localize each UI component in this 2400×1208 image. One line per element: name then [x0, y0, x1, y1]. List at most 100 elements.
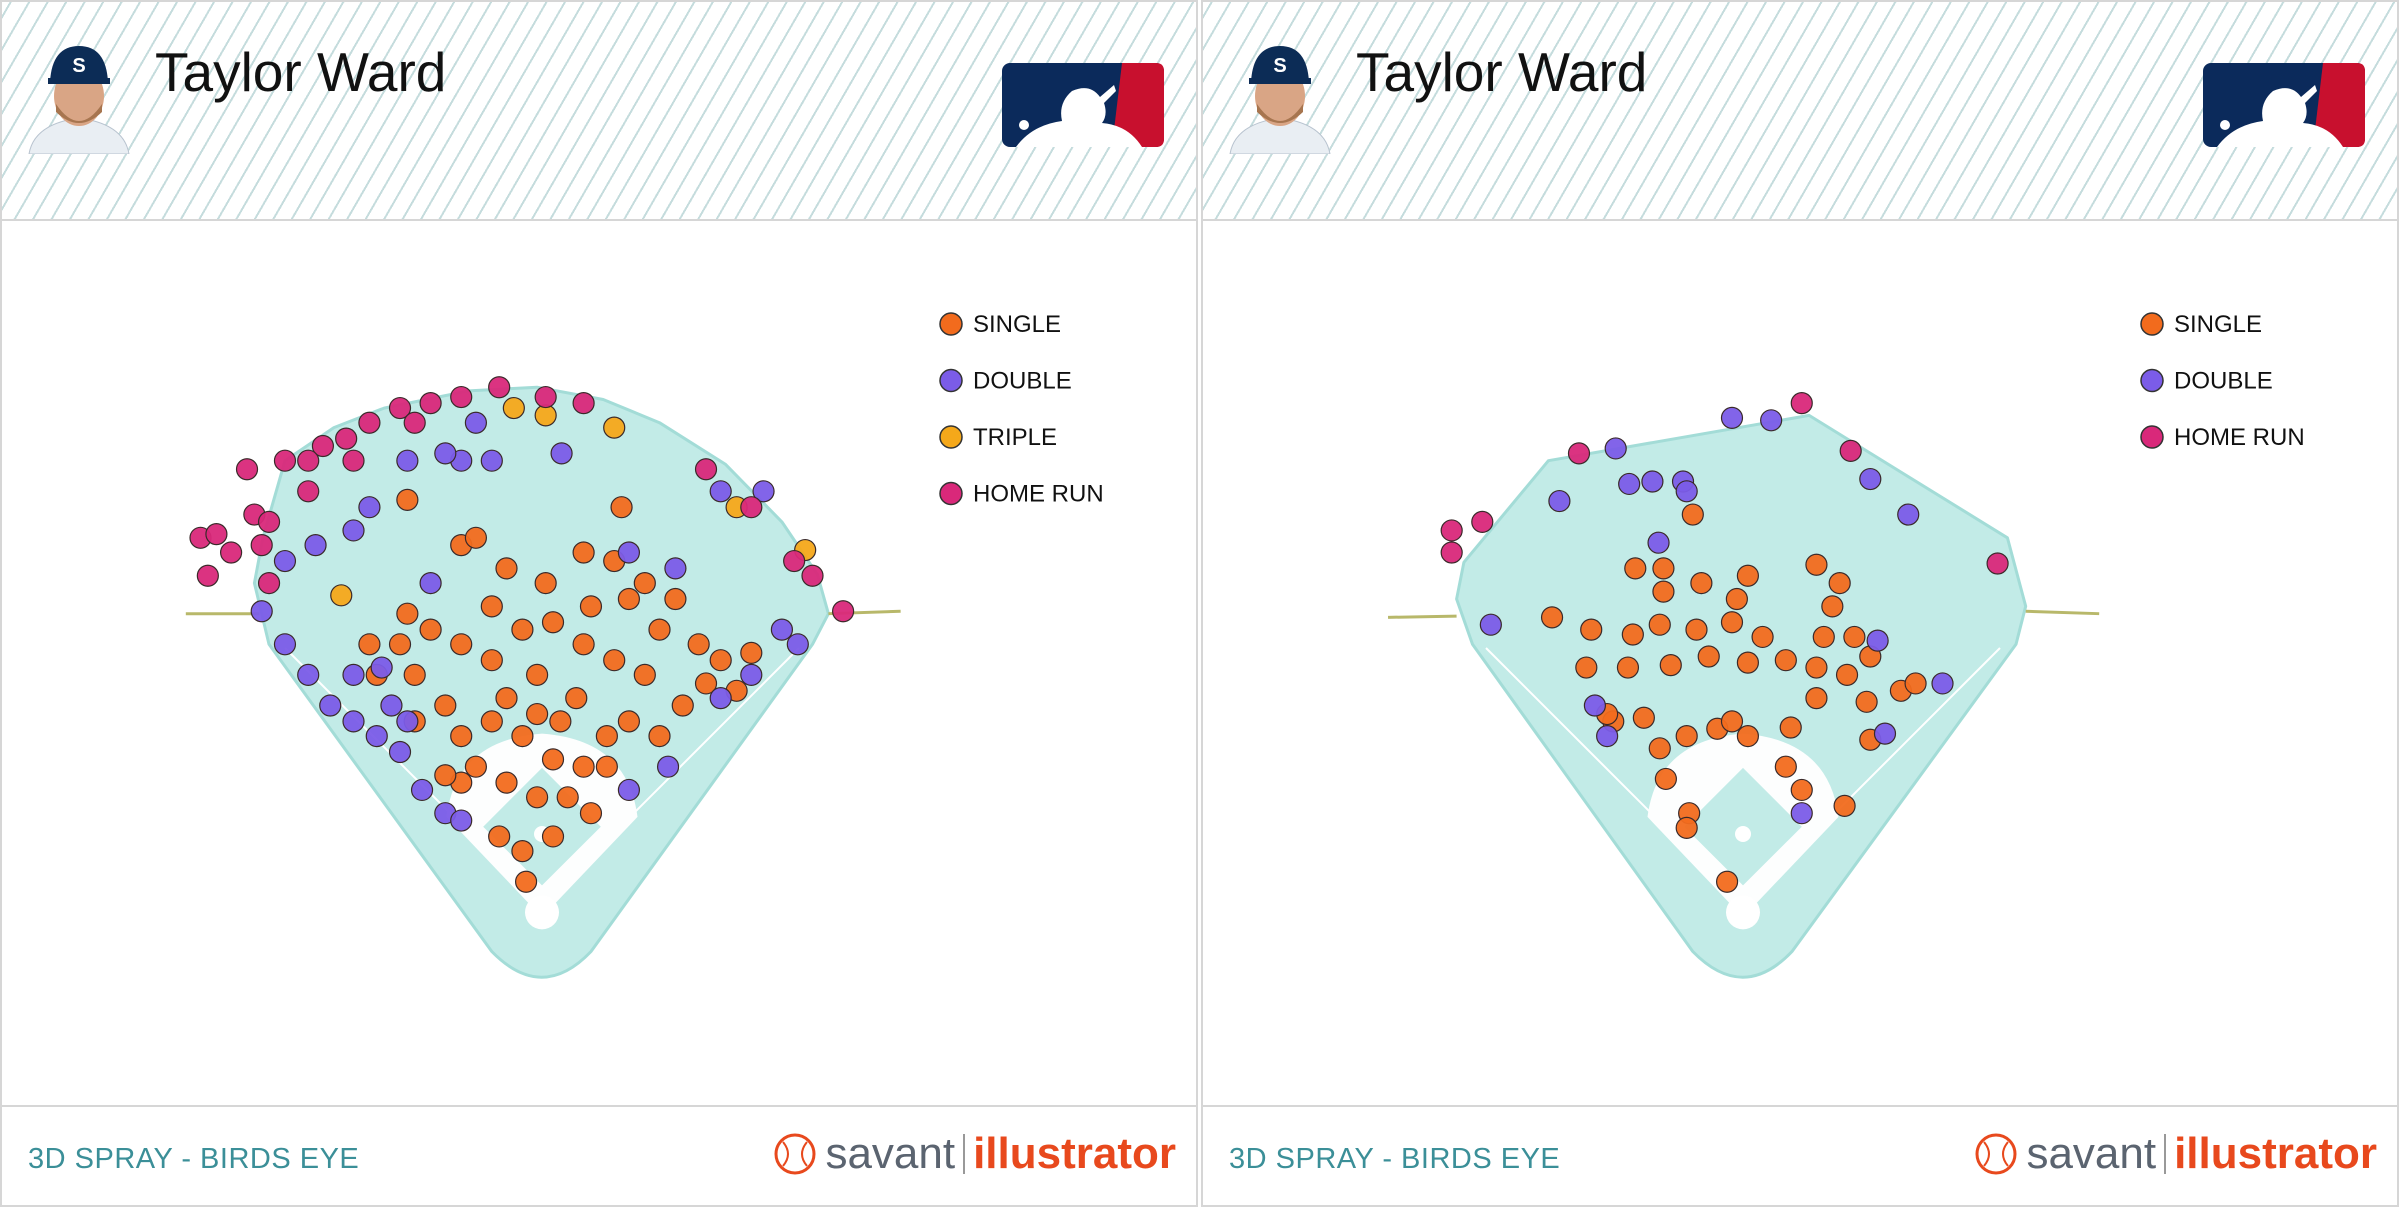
hit-dot	[358, 633, 381, 656]
hit-dot	[556, 786, 579, 809]
hit-dot	[1931, 672, 1954, 695]
hit-dot	[1647, 531, 1670, 554]
hit-dot	[342, 519, 365, 542]
legend-marker	[939, 425, 963, 449]
hit-dot	[196, 564, 219, 587]
hit-dot	[1812, 625, 1835, 649]
hit-dot	[1725, 587, 1748, 611]
hit-dot	[502, 396, 525, 420]
caption: 3D SPRAY - BIRDS EYE	[1229, 1143, 1561, 1175]
hit-dot	[1835, 663, 1859, 686]
hit-dot	[1720, 710, 1744, 733]
hit-dot	[1873, 722, 1897, 745]
hit-dot	[273, 449, 297, 472]
hit-dot	[664, 587, 687, 611]
hit-dot	[1904, 672, 1927, 695]
hit-dot	[1648, 613, 1671, 636]
hit-dot	[1654, 767, 1677, 791]
hit-dot	[273, 633, 297, 656]
hit-dot	[335, 427, 358, 450]
brand-product: illustrator	[973, 1129, 1176, 1178]
hit-dot	[1828, 571, 1851, 595]
home-plate-area	[525, 895, 559, 930]
hit-dot	[648, 618, 671, 641]
hit-dot	[1618, 472, 1641, 496]
player-name: Taylor Ward	[155, 41, 447, 103]
hit-dot	[1833, 794, 1856, 817]
hit-dot	[832, 600, 855, 623]
hit-dot	[480, 595, 503, 618]
hit-dot	[396, 449, 419, 472]
hit-dot	[1774, 649, 1797, 672]
hit-dot	[1736, 724, 1759, 748]
hit-dot	[1790, 802, 1813, 825]
hit-dot	[488, 376, 511, 399]
hit-dot	[1805, 656, 1828, 679]
hit-dot	[1471, 510, 1494, 533]
hit-dot	[403, 663, 426, 686]
hit-dot	[419, 392, 442, 415]
brand-logo: savant illustrator	[1974, 1129, 2377, 1179]
hit-dot	[1596, 724, 1619, 748]
hit-dot	[396, 602, 419, 625]
hit-dot	[1567, 442, 1591, 465]
hit-dot	[1760, 409, 1783, 432]
player-photo: S	[1229, 46, 1331, 154]
hit-dot	[297, 480, 320, 503]
hit-dot	[1580, 618, 1603, 641]
hit-dot	[740, 663, 763, 686]
player-name: Taylor Ward	[1356, 41, 1648, 103]
hit-dot	[572, 392, 595, 415]
hit-dot	[541, 611, 565, 634]
hit-dot	[549, 710, 572, 733]
hit-dot	[1986, 552, 2009, 575]
hit-dot	[786, 633, 809, 656]
hit-dot	[541, 748, 565, 771]
hit-dot	[1621, 623, 1644, 646]
hit-dot	[603, 416, 626, 439]
hit-dot	[304, 534, 327, 557]
hit-dot	[565, 687, 588, 710]
hit-dot	[1616, 656, 1640, 679]
hit-dot	[419, 571, 442, 595]
hit-dot	[450, 809, 473, 832]
hit-dot	[740, 496, 763, 519]
hit-dot	[488, 825, 511, 848]
hit-dot	[572, 755, 595, 778]
hit-dot	[534, 385, 557, 409]
hit-dot	[396, 710, 419, 733]
hit-dot	[1897, 503, 1920, 526]
hit-dot	[388, 396, 412, 420]
hit-dot	[694, 458, 718, 481]
hit-dot	[603, 649, 626, 672]
hit-dot	[1697, 645, 1720, 668]
legend-label: SINGLE	[973, 311, 1061, 338]
hit-dot	[526, 702, 549, 726]
hit-dot	[330, 584, 353, 607]
hit-dot	[617, 587, 641, 611]
chart: SINGLE DOUBLE HOME RUN	[1388, 311, 2305, 979]
hit-dot	[1751, 625, 1774, 649]
hit-dot	[617, 541, 641, 564]
caption: 3D SPRAY - BIRDS EYE	[28, 1143, 360, 1175]
hit-dot	[1736, 564, 1759, 587]
legend-label: TRIPLE	[973, 424, 1057, 451]
hit-dot	[1736, 651, 1759, 674]
chart: SINGLE DOUBLE TRIPLE HOME RUN	[185, 311, 1104, 979]
hit-dot	[1805, 553, 1828, 576]
hit-dot	[273, 549, 297, 573]
hit-dot	[572, 633, 595, 656]
legend-label: HOME RUN	[973, 481, 1104, 508]
league-logo	[2203, 63, 2365, 147]
hit-dot	[480, 710, 503, 733]
hit-dot	[205, 523, 228, 546]
hit-dot	[1440, 541, 1463, 564]
header: S Taylor Ward	[2, 2, 1196, 221]
hit-dot	[464, 755, 488, 778]
hit-dot	[434, 764, 457, 787]
foul-pole-line	[2025, 609, 2100, 616]
mound	[1735, 826, 1751, 843]
hit-dot	[671, 694, 694, 717]
hit-dot	[1774, 755, 1797, 778]
